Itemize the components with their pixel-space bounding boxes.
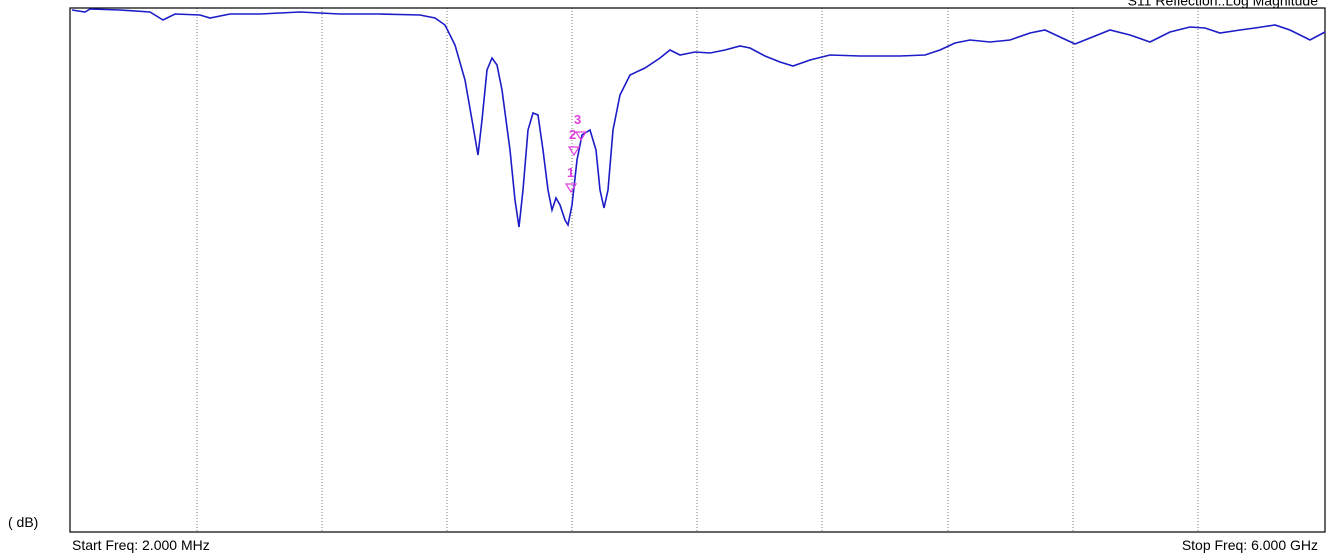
grid	[196, 8, 1199, 532]
trace-title: S11 Reflection::Log Magnitude	[1128, 0, 1319, 9]
start-frequency: Start Freq: 2.000 MHz	[72, 537, 210, 553]
marker-label: 3	[574, 112, 581, 127]
marker-triangle	[567, 146, 581, 157]
markers: 1 2 3	[564, 112, 588, 194]
marker-triangle	[564, 183, 578, 194]
marker-label: 1	[567, 165, 574, 180]
marker-triangle	[574, 131, 588, 142]
y-unit: ( dB)	[8, 514, 38, 530]
plot-frame	[69, 7, 1326, 533]
stop-frequency: Stop Freq: 6.000 GHz	[1182, 537, 1318, 553]
marker-label: 2	[569, 127, 576, 142]
trace	[71, 8, 1326, 228]
